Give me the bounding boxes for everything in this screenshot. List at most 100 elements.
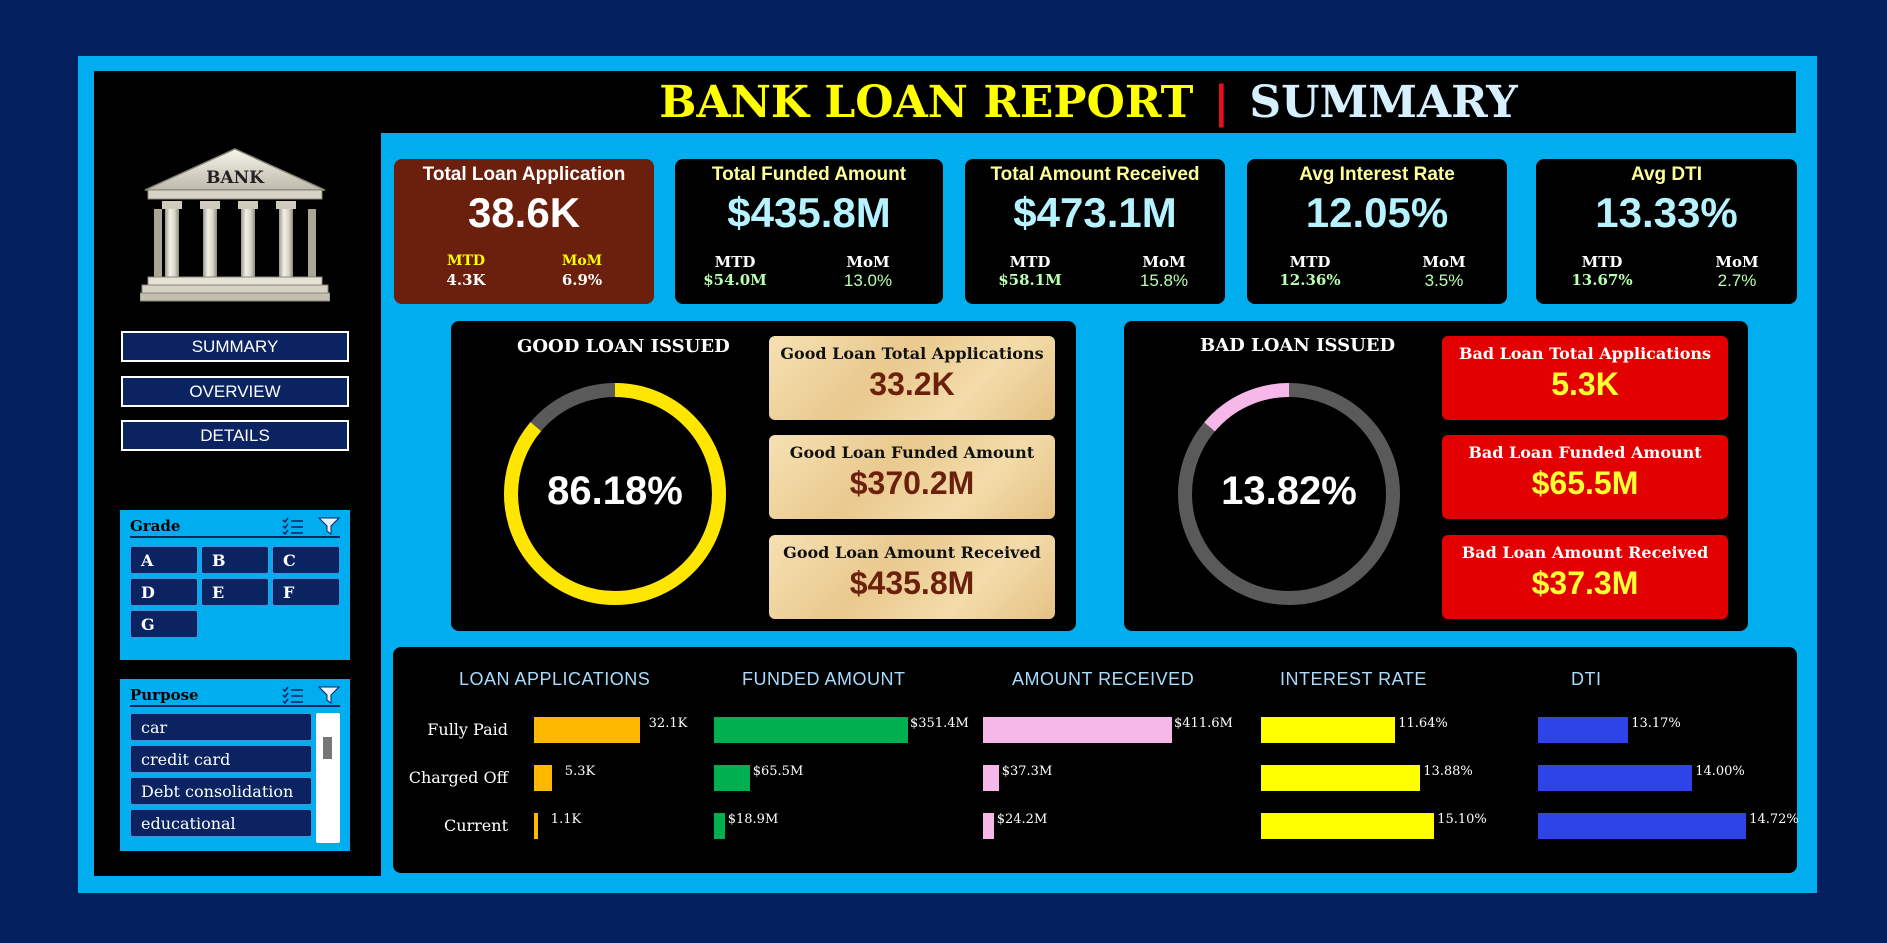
bar bbox=[1538, 765, 1692, 791]
grade-item-b[interactable]: B bbox=[201, 546, 269, 574]
good-loan-applications-card: Good Loan Total Applications 33.2K bbox=[769, 336, 1055, 420]
bar-data-label: 1.1K bbox=[550, 812, 582, 827]
purpose-scroll-thumb[interactable] bbox=[323, 737, 332, 759]
kpi-card-avg-dti: Avg DTI 13.33% MTD MoM 13.67% 2.7% bbox=[1536, 159, 1797, 304]
bar-data-label: $351.4M bbox=[910, 716, 969, 731]
nav-details-button[interactable]: DETAILS bbox=[121, 420, 349, 451]
bar bbox=[714, 813, 725, 839]
stat-title: Good Loan Total Applications bbox=[780, 344, 1044, 363]
clear-filter-icon[interactable] bbox=[318, 517, 340, 535]
kpi-mtd-value: $58.1M bbox=[998, 271, 1062, 289]
bar bbox=[1538, 813, 1746, 839]
grade-item-a[interactable]: A bbox=[130, 546, 198, 574]
kpi-mtd-label: MTD bbox=[1581, 253, 1623, 271]
bank-building-icon: BANK bbox=[140, 148, 330, 302]
bar-data-label: 15.10% bbox=[1437, 812, 1487, 827]
stat-title: Good Loan Amount Received bbox=[783, 543, 1041, 562]
purpose-item-credit-card[interactable]: credit card bbox=[130, 745, 312, 773]
bar bbox=[534, 765, 552, 791]
kpi-mtd-value: 12.36% bbox=[1279, 271, 1341, 289]
nav-overview-button[interactable]: OVERVIEW bbox=[121, 376, 349, 407]
kpi-title: Total Funded Amount bbox=[711, 164, 907, 185]
bar-data-label: 14.72% bbox=[1749, 812, 1799, 827]
kpi-title: Total Amount Received bbox=[990, 164, 1200, 185]
good-loan-received-card: Good Loan Amount Received $435.8M bbox=[769, 535, 1055, 619]
stat-value: $37.3M bbox=[1531, 565, 1639, 601]
good-loan-title: GOOD LOAN ISSUED bbox=[517, 336, 730, 357]
bar-data-label: $24.2M bbox=[996, 812, 1048, 827]
bad-loan-received-card: Bad Loan Amount Received $37.3M bbox=[1442, 535, 1728, 619]
series-title: LOAN APPLICATIONS bbox=[459, 669, 651, 689]
kpi-card-total-received: Total Amount Received $473.1M MTD MoM $5… bbox=[965, 159, 1225, 304]
bar bbox=[983, 765, 999, 791]
stat-value: $435.8M bbox=[849, 565, 975, 601]
bad-loan-applications-card: Bad Loan Total Applications 5.3K bbox=[1442, 336, 1728, 420]
kpi-mtd-value: 13.67% bbox=[1571, 271, 1633, 289]
good-loan-funded-card: Good Loan Funded Amount $370.2M bbox=[769, 435, 1055, 519]
grade-item-e[interactable]: E bbox=[201, 578, 269, 606]
kpi-mom-value: 15.8% bbox=[1139, 271, 1189, 290]
bar-data-label: $411.6M bbox=[1174, 716, 1233, 731]
kpi-card-total-applications: Total Loan Application 38.6K MTD MoM 4.3… bbox=[394, 159, 654, 304]
good-loan-panel: GOOD LOAN ISSUED 86.18% Good Loan Total … bbox=[451, 321, 1076, 631]
clear-filter-icon[interactable] bbox=[318, 686, 340, 704]
series-title: INTEREST RATE bbox=[1280, 669, 1427, 689]
bar bbox=[983, 813, 994, 839]
bar-data-label: 14.00% bbox=[1695, 764, 1745, 779]
report-title-bar: BANK LOAN REPORT | SUMMARY bbox=[381, 71, 1796, 133]
kpi-card-total-funded: Total Funded Amount $435.8M MTD MoM $54.… bbox=[675, 159, 943, 304]
kpi-value: 13.33% bbox=[1595, 189, 1738, 236]
category-label: Current bbox=[443, 816, 508, 835]
purpose-item-car[interactable]: car bbox=[130, 713, 312, 741]
kpi-title: Total Loan Application bbox=[422, 164, 626, 185]
bad-loan-funded-card: Bad Loan Funded Amount $65.5M bbox=[1442, 435, 1728, 519]
stat-title: Bad Loan Total Applications bbox=[1458, 344, 1712, 363]
purpose-slicer-title: Purpose bbox=[130, 686, 199, 704]
grade-item-g[interactable]: G bbox=[130, 610, 198, 638]
bar bbox=[1261, 765, 1420, 791]
bar-data-label: 5.3K bbox=[564, 764, 596, 779]
grade-item-f[interactable]: F bbox=[272, 578, 340, 606]
kpi-mtd-value: $54.0M bbox=[703, 271, 767, 289]
grade-slicer-title: Grade bbox=[130, 517, 181, 535]
purpose-slicer: Purpose car credit card Debt consolidati… bbox=[120, 679, 350, 851]
bar bbox=[714, 765, 750, 791]
kpi-value: $435.8M bbox=[727, 189, 891, 236]
logo-text: BANK bbox=[206, 168, 265, 188]
report-title: BANK LOAN REPORT bbox=[659, 76, 1194, 128]
kpi-mtd-value: 4.3K bbox=[446, 271, 486, 289]
nav-summary-button[interactable]: SUMMARY bbox=[121, 331, 349, 362]
purpose-item-educational[interactable]: educational bbox=[130, 809, 312, 837]
bad-loan-donut bbox=[1178, 383, 1400, 605]
bar-data-label: 11.64% bbox=[1398, 716, 1448, 731]
kpi-value: $473.1M bbox=[1013, 189, 1177, 236]
grade-item-d[interactable]: D bbox=[130, 578, 198, 606]
multi-select-icon[interactable] bbox=[282, 686, 304, 704]
stat-title: Bad Loan Funded Amount bbox=[1468, 443, 1702, 462]
kpi-title: Avg Interest Rate bbox=[1299, 164, 1455, 185]
bar bbox=[1261, 717, 1395, 743]
kpi-mom-label: MoM bbox=[1715, 253, 1759, 271]
kpi-mom-value: 13.0% bbox=[843, 271, 893, 290]
purpose-scrollbar[interactable] bbox=[316, 713, 340, 843]
multi-select-icon[interactable] bbox=[282, 517, 304, 535]
bar-data-label: 13.17% bbox=[1631, 716, 1681, 731]
bad-loan-title: BAD LOAN ISSUED bbox=[1200, 335, 1396, 356]
bar bbox=[534, 813, 538, 839]
grade-item-c[interactable]: C bbox=[272, 546, 340, 574]
stat-title: Bad Loan Amount Received bbox=[1461, 543, 1709, 562]
kpi-mom-label: MoM bbox=[846, 253, 890, 271]
stat-value: $65.5M bbox=[1531, 465, 1639, 501]
kpi-mom-value: 3.5% bbox=[1424, 271, 1464, 290]
bar-data-label: 13.88% bbox=[1423, 764, 1473, 779]
bar bbox=[714, 717, 908, 743]
stat-value: $370.2M bbox=[849, 465, 975, 501]
kpi-mom-value: 2.7% bbox=[1717, 271, 1757, 290]
purpose-item-debt-consolidation[interactable]: Debt consolidation bbox=[130, 777, 312, 805]
kpi-mom-value: 6.9% bbox=[561, 271, 603, 289]
stat-value: 5.3K bbox=[1551, 366, 1619, 402]
category-label: Charged Off bbox=[408, 768, 508, 787]
bad-loan-panel: BAD LOAN ISSUED 13.82% Bad Loan Total Ap… bbox=[1124, 321, 1748, 631]
kpi-mtd-label: MTD bbox=[1289, 253, 1331, 271]
good-loan-percent: 86.18% bbox=[547, 469, 683, 513]
